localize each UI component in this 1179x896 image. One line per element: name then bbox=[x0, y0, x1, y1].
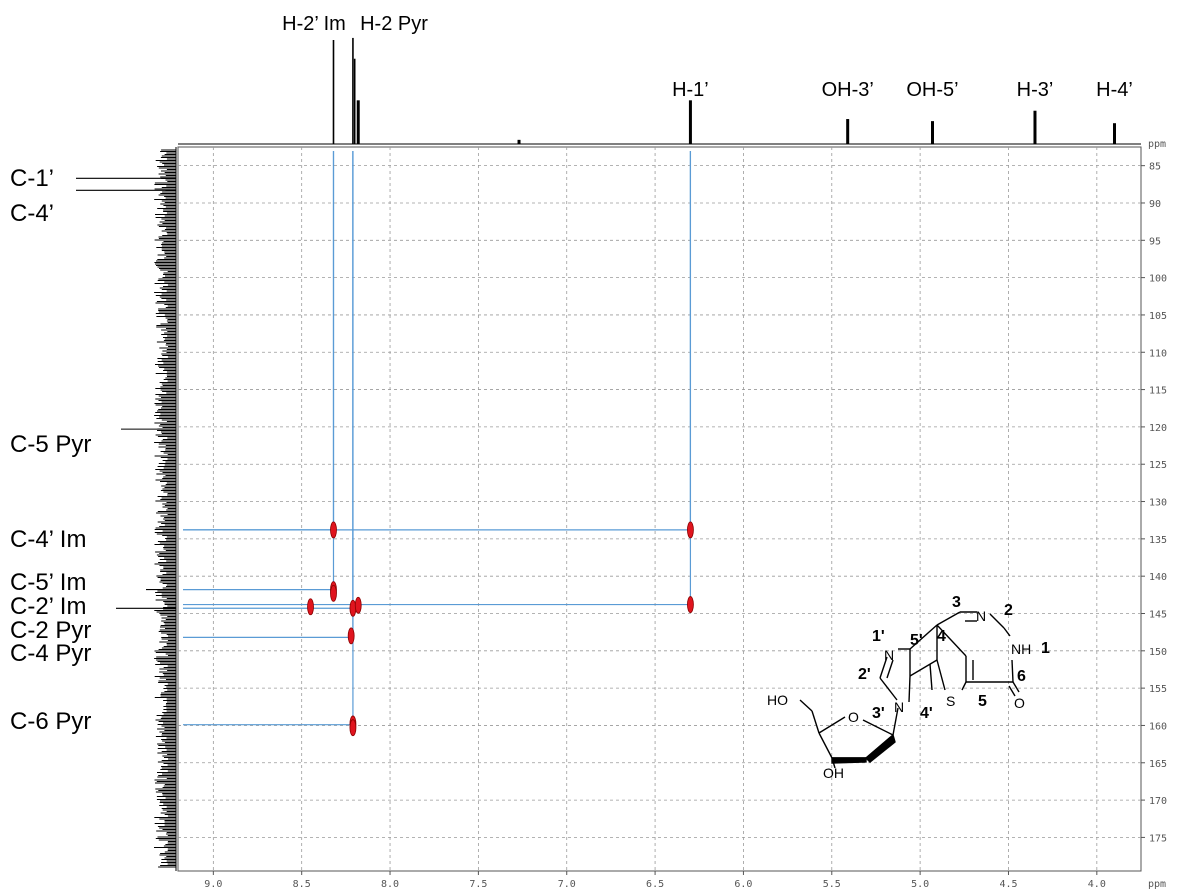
y-tick-label: 85 bbox=[1149, 162, 1161, 173]
cross-peak bbox=[349, 719, 357, 737]
left-13c-trace bbox=[76, 147, 177, 871]
svg-text:3': 3' bbox=[872, 705, 885, 722]
svg-text:6: 6 bbox=[1017, 668, 1026, 685]
y-axis-ticks: 85 90 95 100 105 110 115 120 125 130 135 140 145 150 1… bbox=[1141, 162, 1167, 844]
y-tick-label: 160 bbox=[1149, 721, 1167, 732]
chemical-structure bbox=[799, 611, 1020, 769]
chemical-structure-labels: HO O N N N S NH O OH 1' 5' 4 3 2 1 6 5 2… bbox=[767, 594, 1050, 781]
x-tick-label: 4.5 bbox=[999, 879, 1017, 890]
y-tick-label: 120 bbox=[1149, 423, 1167, 434]
left-peak-label: C-2 Pyr bbox=[10, 617, 91, 644]
x-tick-label: 5.5 bbox=[823, 879, 841, 890]
grid bbox=[178, 147, 1141, 871]
svg-text:4': 4' bbox=[920, 705, 933, 722]
svg-text:4: 4 bbox=[937, 628, 946, 645]
c13-baseline-noise bbox=[154, 149, 176, 868]
x-tick-label: 9.0 bbox=[204, 879, 222, 890]
y-tick-label: 115 bbox=[1149, 386, 1167, 397]
cross-peak bbox=[347, 627, 355, 645]
svg-text:S: S bbox=[946, 693, 955, 709]
cross-peak bbox=[687, 596, 694, 613]
cross-peak bbox=[330, 521, 337, 539]
left-peak-label: C-4 Pyr bbox=[10, 640, 91, 667]
top-peak-label: H-3’ bbox=[1017, 79, 1054, 101]
left-peak-labels: C-1’ C-4’ C-5 Pyr C-4’ Im C-5’ ImC-2’ ImC-2 … bbox=[10, 165, 91, 735]
left-peak-label: C-4’ bbox=[10, 200, 54, 227]
top-peak-label: OH-3’ bbox=[822, 79, 874, 101]
x-tick-label: 8.5 bbox=[293, 879, 311, 890]
svg-text:1': 1' bbox=[872, 628, 885, 645]
top-peak-label: H-4’ bbox=[1096, 79, 1133, 101]
top-peak-label: OH-5’ bbox=[906, 79, 958, 101]
y-tick-label: 145 bbox=[1149, 609, 1167, 620]
x-axis-ticks: 9.0 8.5 8.0 7.5 7.0 6.5 6.0 5.5 5.0 4.5 4.0 bbox=[204, 871, 1106, 890]
x-axis-unit: ppm bbox=[1148, 879, 1166, 890]
svg-text:5: 5 bbox=[978, 693, 987, 710]
y-tick-label: 90 bbox=[1149, 199, 1161, 210]
svg-text:N: N bbox=[884, 647, 894, 663]
plot-frame bbox=[177, 146, 1142, 872]
x-tick-label: 7.0 bbox=[558, 879, 576, 890]
top-peak-label: H-1’ bbox=[672, 79, 709, 101]
svg-text:HO: HO bbox=[767, 692, 788, 708]
top-1h-trace bbox=[332, 37, 1116, 144]
svg-text:N: N bbox=[976, 608, 986, 624]
cross-peaks bbox=[307, 521, 694, 737]
y-tick-label: 165 bbox=[1149, 759, 1167, 770]
y-tick-label: 130 bbox=[1149, 498, 1167, 509]
y-tick-label: 155 bbox=[1149, 684, 1167, 695]
y-tick-label: 110 bbox=[1149, 348, 1167, 359]
svg-text:OH: OH bbox=[823, 765, 844, 781]
x-tick-label: 6.0 bbox=[734, 879, 752, 890]
svg-text:N: N bbox=[894, 699, 904, 715]
svg-text:5': 5' bbox=[910, 632, 923, 649]
top-axis-unit: ppm bbox=[1148, 139, 1166, 150]
x-tick-label: 8.0 bbox=[381, 879, 399, 890]
x-tick-label: 4.0 bbox=[1088, 879, 1106, 890]
svg-text:NH: NH bbox=[1011, 641, 1031, 657]
left-peak-label: C-1’ bbox=[10, 165, 54, 192]
svg-text:O: O bbox=[1014, 695, 1025, 711]
cross-peak bbox=[330, 584, 337, 602]
left-peak-label: C-5 Pyr bbox=[10, 431, 91, 458]
y-tick-label: 140 bbox=[1149, 572, 1167, 583]
left-peak-label: C-2’ Im bbox=[10, 593, 86, 620]
left-peak-label: C-5’ Im bbox=[10, 569, 86, 596]
y-tick-label: 100 bbox=[1149, 274, 1167, 285]
svg-text:3: 3 bbox=[952, 594, 961, 611]
svg-text:2: 2 bbox=[1004, 602, 1013, 619]
y-tick-label: 125 bbox=[1149, 460, 1167, 471]
left-peak-label: C-6 Pyr bbox=[10, 708, 91, 735]
y-tick-label: 170 bbox=[1149, 796, 1167, 807]
x-tick-label: 7.5 bbox=[469, 879, 487, 890]
y-tick-label: 105 bbox=[1149, 311, 1167, 322]
cross-peak bbox=[307, 598, 314, 616]
top-peak-labels: H-2’ Im H-2 Pyr H-1’ OH-3’ OH-5’ H-3’ H-4’ bbox=[282, 13, 1133, 101]
cross-peak bbox=[354, 596, 362, 614]
top-peak-label: H-2 Pyr bbox=[360, 13, 428, 35]
y-tick-label: 150 bbox=[1149, 647, 1167, 658]
y-tick-label: 95 bbox=[1149, 236, 1161, 247]
correlation-lines bbox=[183, 151, 692, 726]
svg-text:1: 1 bbox=[1041, 640, 1050, 657]
x-tick-label: 6.5 bbox=[646, 879, 664, 890]
left-peak-label: C-4’ Im bbox=[10, 526, 86, 553]
x-tick-label: 5.0 bbox=[911, 879, 929, 890]
cross-peak bbox=[687, 521, 694, 539]
svg-text:2': 2' bbox=[858, 666, 871, 683]
y-tick-label: 175 bbox=[1149, 833, 1167, 844]
top-peak-label: H-2’ Im bbox=[282, 13, 346, 35]
y-tick-label: 135 bbox=[1149, 535, 1167, 546]
svg-text:O: O bbox=[848, 709, 859, 725]
